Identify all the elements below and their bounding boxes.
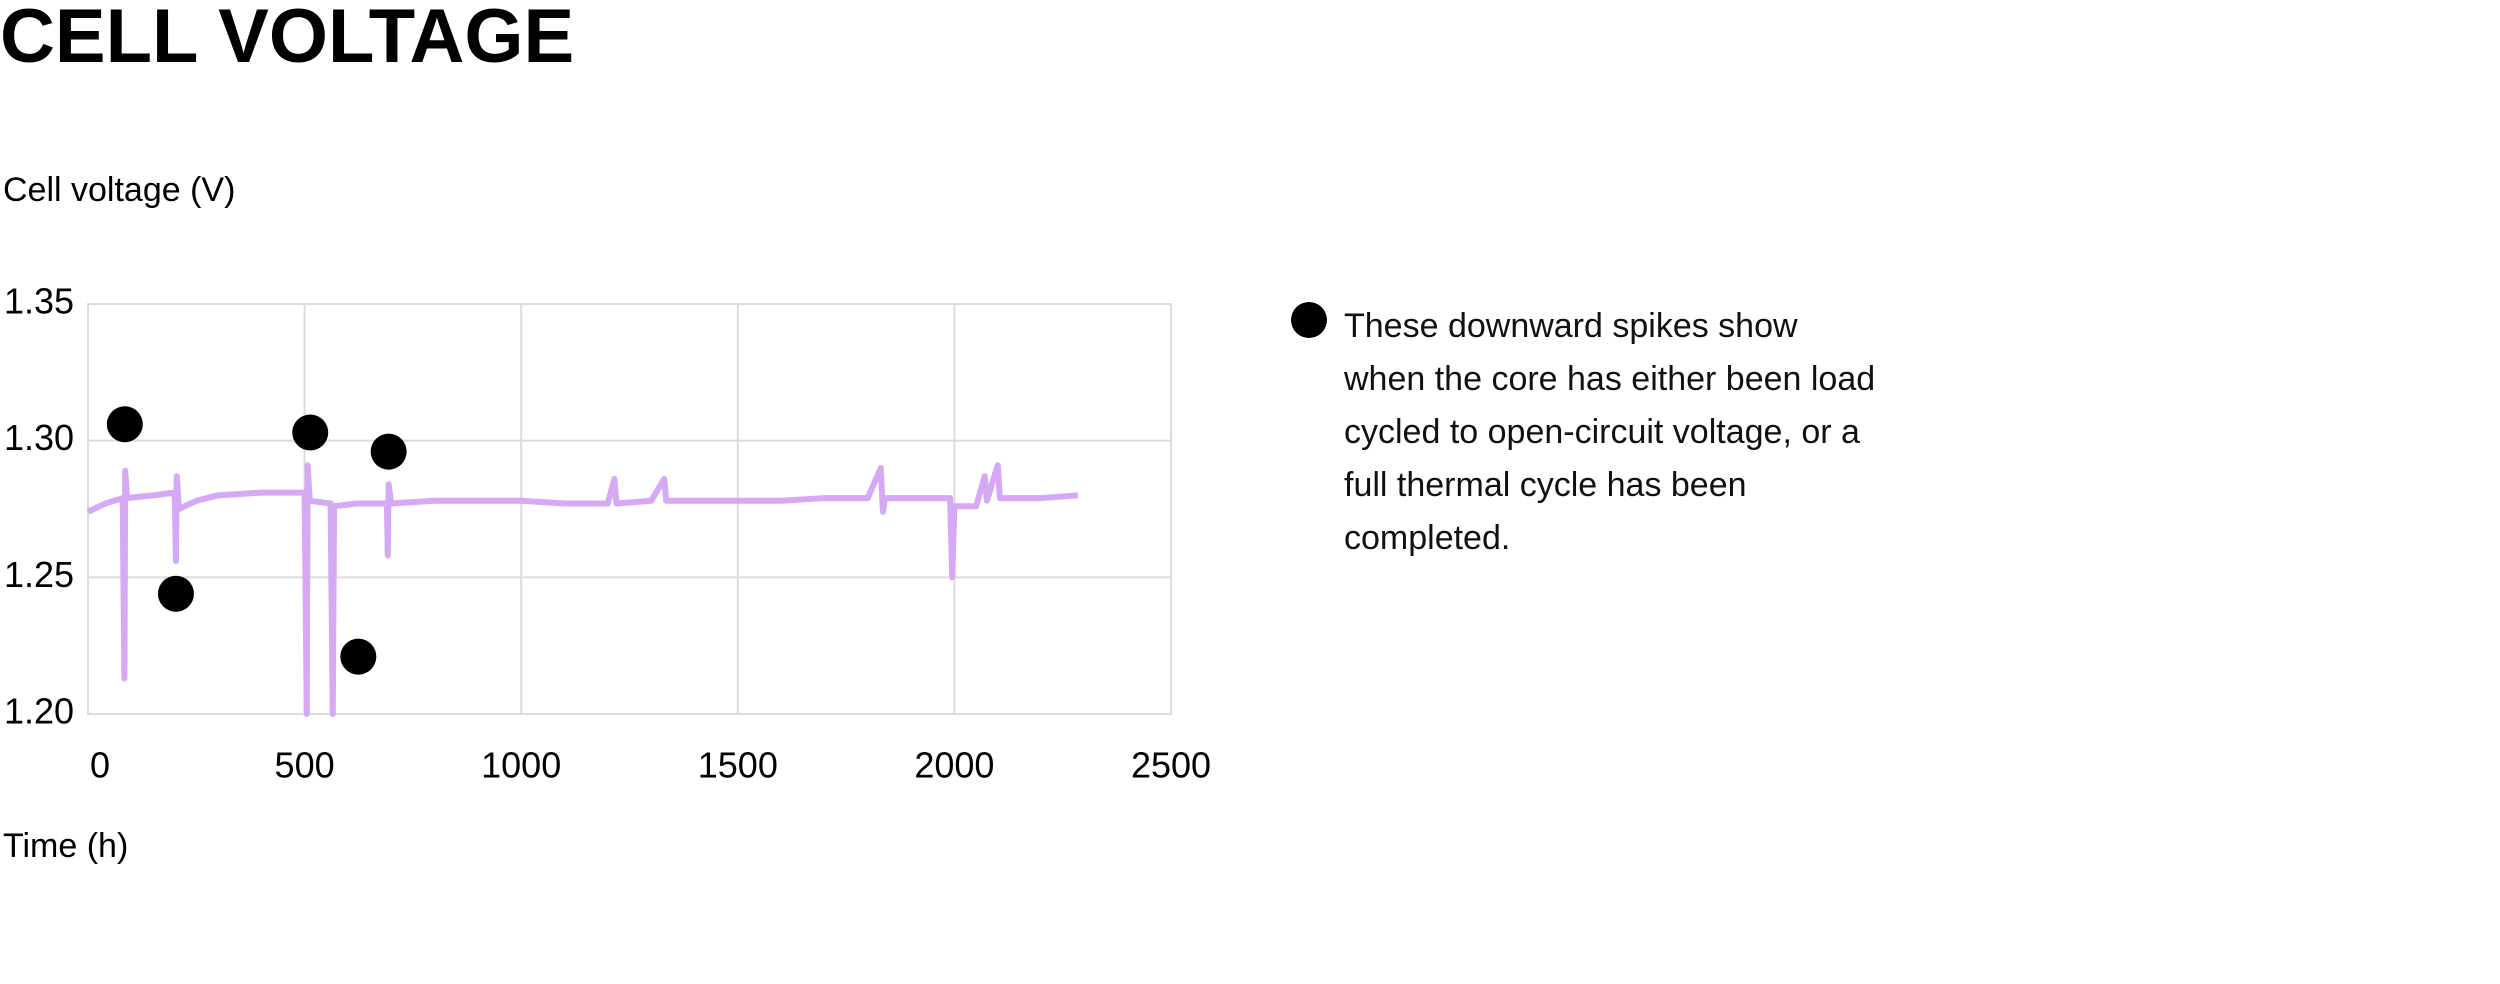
plot-frame bbox=[87, 303, 1172, 715]
x-tick-label: 0 bbox=[90, 745, 110, 786]
x-tick-label: 1500 bbox=[698, 745, 778, 786]
x-tick-label: 1000 bbox=[481, 745, 561, 786]
x-tick-label: 2000 bbox=[914, 745, 994, 786]
y-tick-label: 1.30 bbox=[4, 417, 74, 458]
y-tick-label: 1.35 bbox=[4, 281, 74, 322]
legend-marker bbox=[1291, 302, 1327, 338]
spike-marker bbox=[370, 433, 407, 470]
spike-marker bbox=[340, 638, 377, 675]
x-tick-label: 500 bbox=[275, 745, 335, 786]
x-tick-label: 2500 bbox=[1131, 745, 1211, 786]
y-tick-label: 1.20 bbox=[4, 691, 74, 732]
y-axis-label: Cell voltage (V) bbox=[3, 171, 235, 209]
voltage-line bbox=[86, 462, 1079, 717]
spike-marker bbox=[157, 575, 194, 612]
y-tick-label: 1.25 bbox=[4, 554, 74, 595]
chart-title: CELL VOLTAGE bbox=[0, 0, 574, 79]
spike-marker bbox=[292, 414, 329, 451]
x-axis-label: Time (h) bbox=[3, 827, 128, 865]
legend-text: These downward spikes show when the core… bbox=[1344, 307, 1876, 557]
spike-marker bbox=[106, 406, 143, 443]
